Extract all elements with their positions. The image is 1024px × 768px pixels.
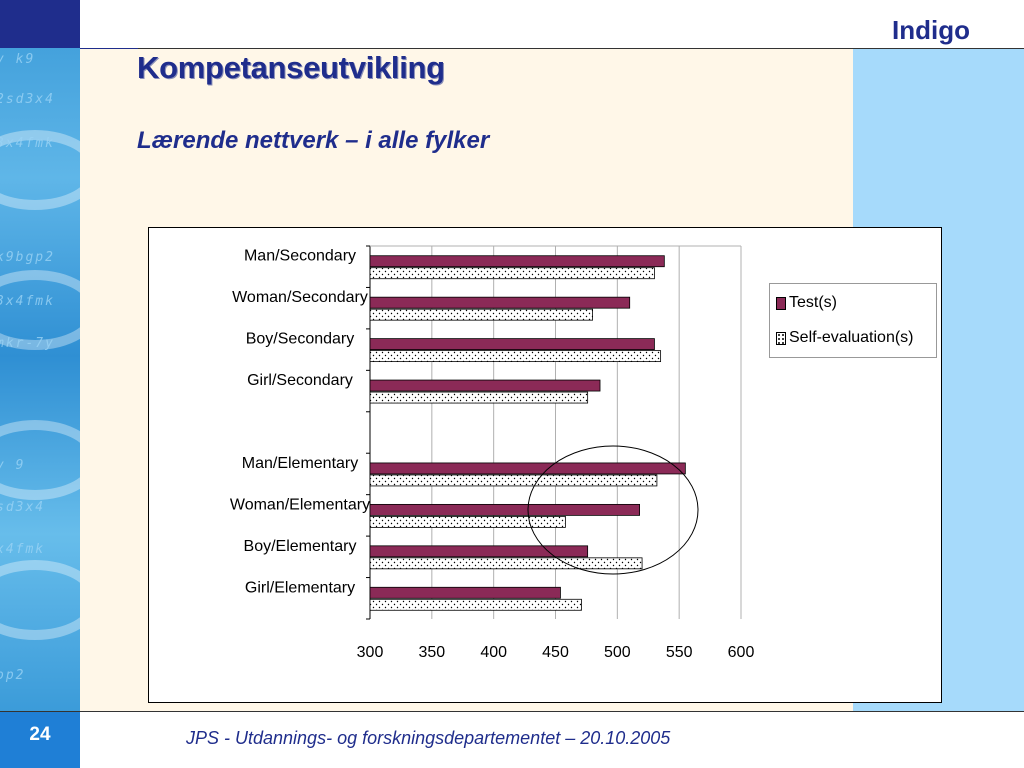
bar-test [369,296,631,309]
bar-self-evaluation [369,515,566,528]
bar-self-evaluation [369,557,643,570]
bar-test [369,255,665,268]
highlight-circle [527,445,699,575]
category-label: Woman/Secondary [232,289,368,306]
x-tick-label: 550 [666,644,693,661]
category-label: Woman/Elementary [230,496,370,513]
footer-rule [0,711,1024,712]
slide-title: Kompetanseutvikling [137,50,445,85]
x-tick-label: 400 [480,644,507,661]
legend-item-self: Self-evaluation(s) [776,329,914,347]
bar-self-evaluation [369,308,594,321]
category-label: Girl/Secondary [247,372,353,389]
footer-text: JPS - Utdannings- og forskningsdeparteme… [186,728,671,748]
bar-self-evaluation [369,267,655,280]
bar-test [369,338,655,351]
page-number-box [0,712,80,768]
bar-self-evaluation [369,474,658,487]
left-decorative-strip: y k9 2sd3x4 3x4fmk k9bgp2 3x4fmk mkr-7y … [0,0,80,712]
category-label: Boy/Elementary [244,538,357,555]
bars [369,255,686,611]
x-tick-label: 300 [357,644,384,661]
bar-test [369,586,561,599]
bar-test [369,379,601,392]
x-tick-label: 500 [604,644,631,661]
slide-subtitle: Lærende nettverk – i alle fylker [137,127,490,154]
top-left-block [0,0,80,48]
bar-test [369,503,640,516]
header-rule [80,48,1024,49]
x-tick-label: 350 [418,644,445,661]
tick-labels: 300 350 400 450 500 550 600 [357,644,755,661]
x-tick-label: 600 [728,644,755,661]
category-label: Man/Elementary [242,455,359,472]
category-label: Boy/Secondary [246,331,355,348]
chart-legend: Test(s) Self-evaluation(s) [769,283,937,358]
legend-label-self: Self-evaluation(s) [789,329,914,346]
bar-self-evaluation [369,598,582,611]
category-label: Girl/Elementary [245,579,355,596]
page-number: 24 [29,724,51,745]
legend-swatch-self [776,331,786,345]
category-labels: Man/Secondary Woman/Secondary Boy/Secondar… [230,248,370,597]
x-tick-label: 450 [542,644,569,661]
bar-test [369,545,589,558]
bar-self-evaluation [369,391,589,404]
bar-test [369,462,686,475]
legend-item-test: Test(s) [776,294,837,312]
category-label: Man/Secondary [244,248,356,265]
bar-self-evaluation [369,350,662,363]
legend-swatch-test [776,296,786,310]
legend-label-test: Test(s) [789,294,837,311]
brand-label: Indigo [892,15,970,45]
